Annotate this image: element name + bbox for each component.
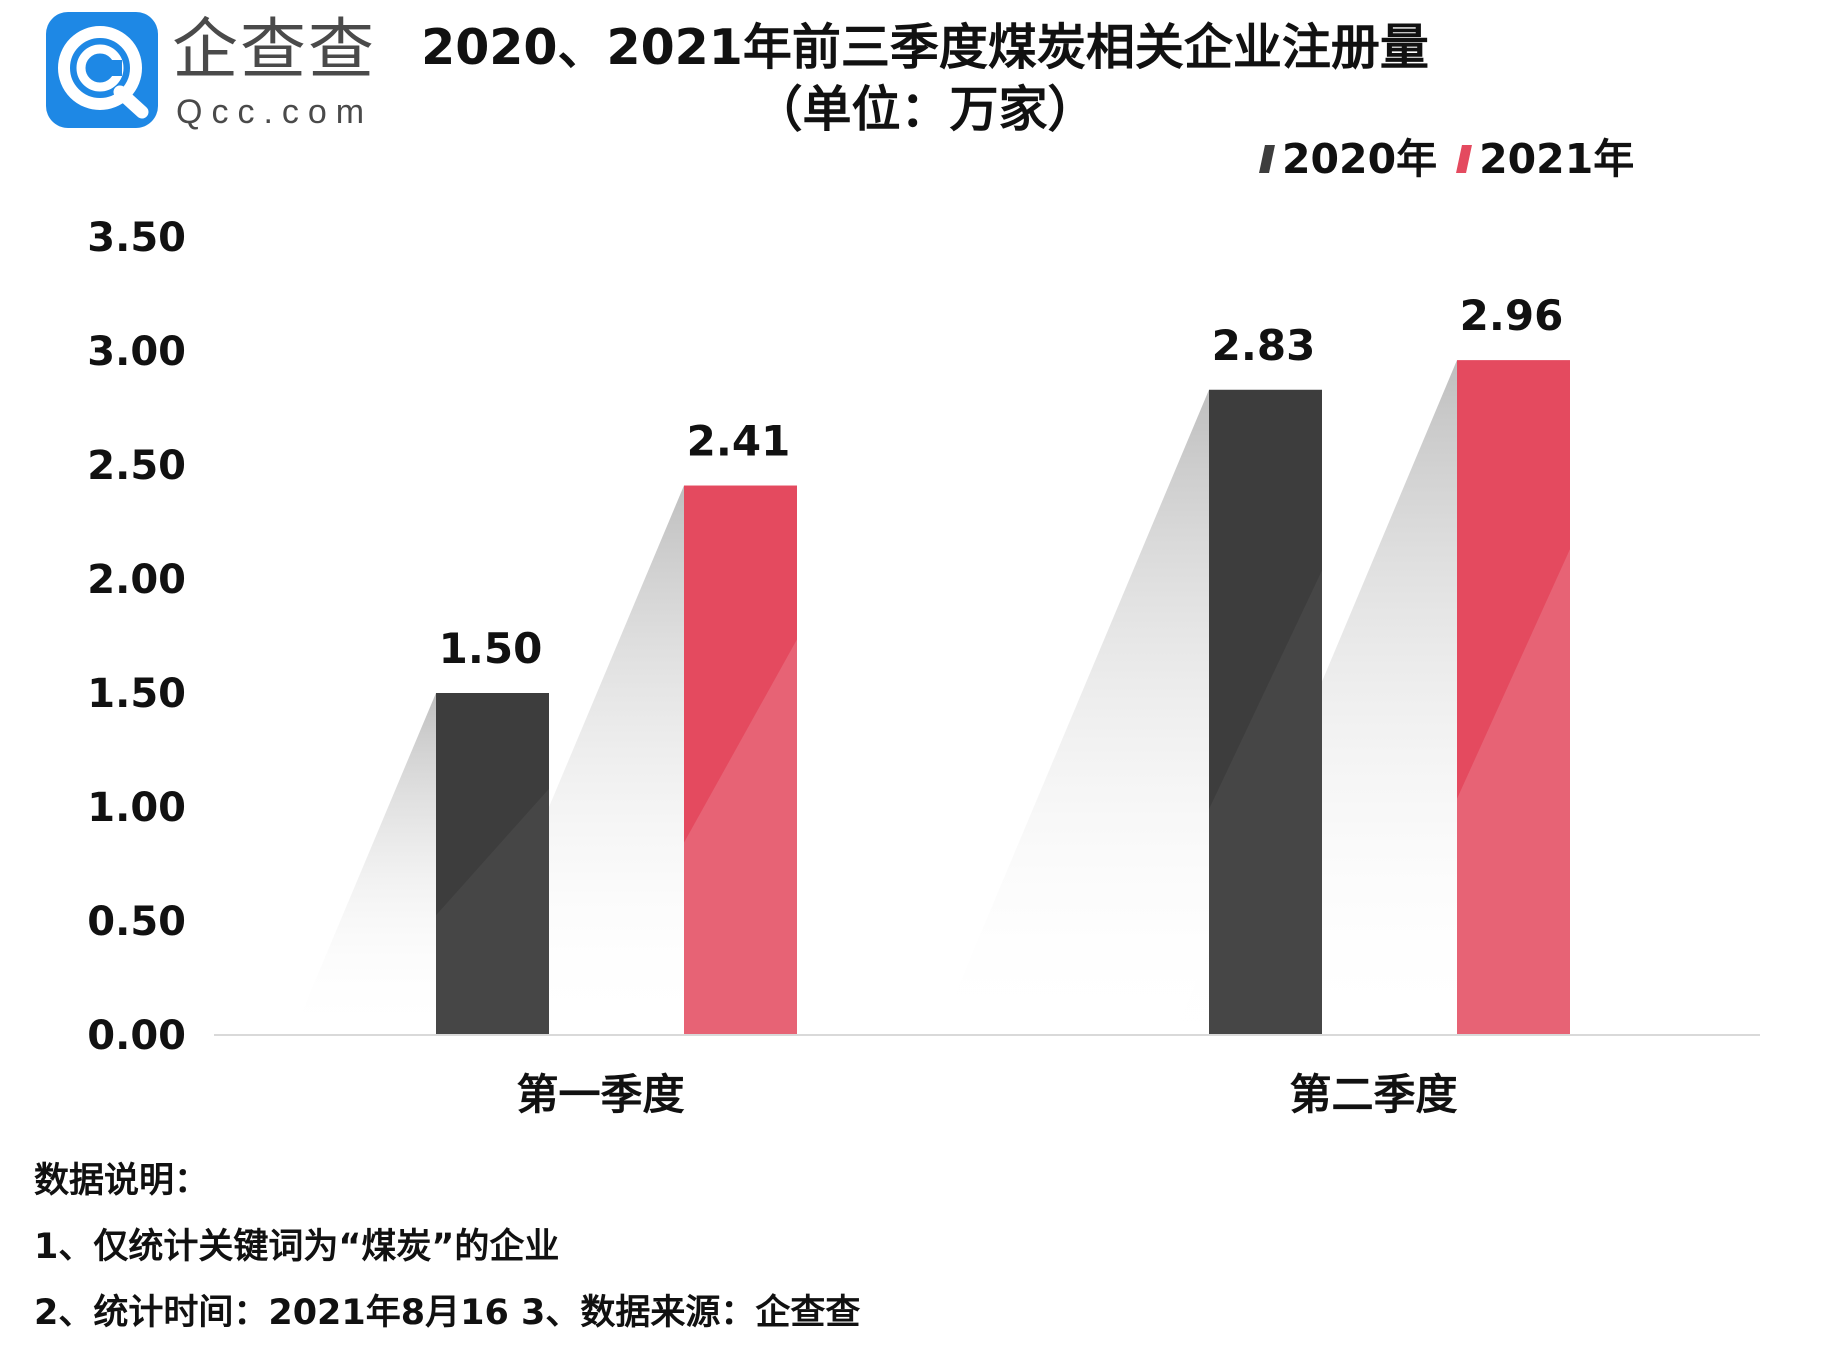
bar-highlight: [684, 639, 797, 1035]
data-notes: 数据说明： 1、仅统计关键词为“煤炭”的企业 2、统计时间：2021年8月16 …: [34, 1148, 860, 1346]
legend: 2020年 2021年: [1259, 134, 1656, 184]
y-tick-label: 1.00: [87, 785, 186, 831]
data-label: 2.96: [1460, 291, 1564, 340]
bar-chart: 1.50 2.41 2.83 2.96 0.00 0.50 1.00 1.50 2.00 2.5…: [87, 215, 1760, 1119]
y-tick-label: 0.50: [87, 899, 186, 945]
logo-brand-en: Qcc.com: [176, 93, 374, 131]
notes-line-2: 2、统计时间：2021年8月16 3、数据来源：企查查: [34, 1293, 861, 1333]
bar-highlight: [1209, 570, 1322, 1035]
chart-subtitle: （单位：万家）: [753, 81, 1097, 138]
notes-heading: 数据说明：: [34, 1161, 210, 1201]
x-tick-label: 第一季度: [516, 1070, 684, 1119]
data-label: 2.83: [1212, 321, 1316, 370]
y-tick-label: 3.50: [87, 215, 186, 261]
bar: [436, 693, 549, 1035]
logo-brand-cn: 企查查: [172, 11, 376, 88]
y-tick-label: 2.50: [87, 443, 186, 489]
legend-item-2020: 2020年: [1259, 134, 1438, 184]
qcc-logo-icon: [46, 12, 158, 128]
bar-shadow: [937, 389, 1209, 1035]
x-tick-label: 第二季度: [1289, 1070, 1457, 1119]
bar-highlight: [1457, 549, 1570, 1035]
legend-item-2021: 2021年: [1456, 134, 1635, 184]
y-tick-label: 3.00: [87, 329, 186, 375]
chart-title: 2020、2021年前三季度煤炭相关企业注册量: [421, 19, 1429, 76]
qcc-logo: 企查查 Qcc.com: [46, 11, 376, 131]
bar-shadow: [292, 693, 436, 1035]
legend-label-2020: 2020年: [1282, 135, 1438, 183]
data-label: 1.50: [439, 624, 543, 673]
legend-label-2021: 2021年: [1479, 135, 1635, 183]
bar-highlight: [436, 788, 549, 1035]
notes-line-1: 1、仅统计关键词为“煤炭”的企业: [34, 1227, 560, 1267]
bar: [1457, 360, 1570, 1035]
y-tick-label: 2.00: [87, 557, 186, 603]
data-label: 2.41: [687, 417, 791, 466]
bar: [684, 485, 797, 1035]
y-tick-label: 0.00: [87, 1013, 186, 1059]
y-tick-label: 1.50: [87, 671, 186, 717]
bar: [1209, 389, 1322, 1035]
